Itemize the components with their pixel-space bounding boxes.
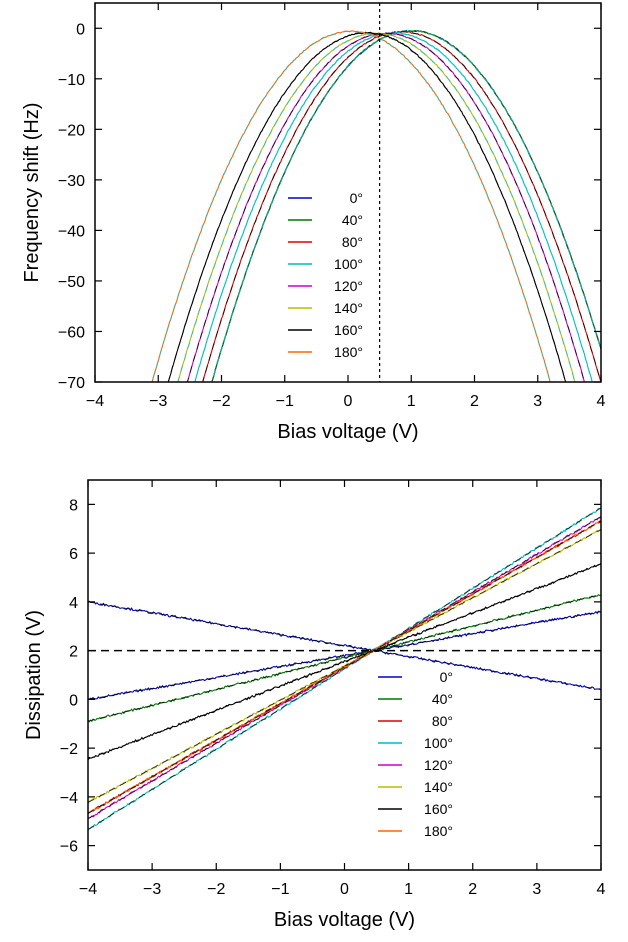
fit-line-dissipation-0-b [88, 611, 601, 700]
legend-label: 120° [334, 278, 363, 294]
y-tick-label: 8 [69, 497, 78, 514]
dissipation-y-ticks: 8 6 4 2 0 −2 −4 −6 [60, 497, 601, 856]
fit-line-frequency-5 [177, 32, 576, 382]
frequency-legend: 0° 40° 80° 100° 120° 140° 160° 180° [288, 190, 363, 360]
y-tick-label: 0 [76, 21, 85, 38]
fit-line-frequency-2 [202, 31, 601, 382]
legend-label: 120° [424, 757, 453, 773]
y-tick-label: −4 [60, 790, 78, 807]
y-tick-label: −20 [58, 122, 85, 139]
y-tick-label: 6 [69, 546, 78, 563]
x-tick-label: 3 [533, 393, 542, 410]
y-tick-label: −10 [58, 72, 85, 89]
series-line-frequency-1 [211, 29, 601, 382]
fit-line-dissipation-1 [88, 593, 601, 722]
x-tick-label: −3 [143, 881, 161, 898]
x-tick-label: −2 [207, 881, 225, 898]
legend-label: 80° [432, 713, 453, 729]
fit-line-dissipation-4 [88, 516, 601, 820]
fit-line-dissipation-3 [88, 507, 601, 830]
fit-line-dissipation-0 [88, 601, 601, 691]
x-tick-label: 0 [340, 881, 349, 898]
y-tick-label: −60 [58, 324, 85, 341]
y-tick-label: −2 [60, 741, 78, 758]
y-tick-label: −40 [58, 223, 85, 240]
legend-label: 140° [334, 300, 363, 316]
y-tick-label: −6 [60, 839, 78, 856]
frequency-x-ticks: −4 −3 −2 −1 0 1 2 3 4 [86, 3, 606, 410]
x-tick-label: 2 [468, 881, 477, 898]
legend-label: 80° [342, 234, 363, 250]
frequency-y-ticks: 0 −10 −20 −30 −40 −50 −60 −70 [58, 21, 601, 392]
fit-line-frequency-1 [211, 30, 601, 382]
legend-label: 40° [432, 691, 453, 707]
dissipation-y-axis-label: Dissipation (V) [23, 610, 45, 740]
x-tick-label: −4 [79, 881, 97, 898]
x-tick-label: 1 [407, 393, 416, 410]
x-tick-label: −1 [271, 881, 289, 898]
x-tick-label: 4 [597, 393, 606, 410]
legend-label: 160° [334, 322, 363, 338]
x-tick-label: −4 [86, 393, 104, 410]
frequency-series-group [151, 29, 601, 382]
legend-label: 180° [334, 344, 363, 360]
fit-line-frequency-0 [211, 30, 601, 382]
x-tick-label: 1 [404, 881, 413, 898]
series-line-frequency-2 [202, 30, 601, 382]
frequency-shift-chart: −4 −3 −2 −1 0 1 2 3 4 0−10−20−30−40−50−60−70 Bia… [21, 2, 606, 443]
legend-label: 100° [424, 735, 453, 751]
legend-label: 40° [342, 212, 363, 228]
legend-label: 100° [334, 256, 363, 272]
series-line-dissipation-6 [88, 562, 601, 761]
legend-label: 0° [440, 669, 453, 685]
dissipation-x-ticks: −4 −3 −2 −1 0 1 2 3 4 [79, 480, 606, 898]
legend-label: 0° [350, 190, 363, 206]
frequency-y-axis-label: Frequency shift (Hz) [21, 102, 43, 282]
fit-line-frequency-3 [194, 32, 593, 382]
fit-line-dissipation-6 [88, 563, 601, 760]
fit-line-frequency-4 [186, 32, 585, 382]
y-tick-label: 2 [69, 644, 78, 661]
dissipation-legend: 0° 40° 80° 100° 120° 140° 160° 180° [378, 669, 453, 839]
dissipation-plot-frame [87, 479, 602, 871]
fit-line-dissipation-7 [88, 520, 601, 814]
x-tick-label: 4 [597, 881, 606, 898]
frequency-x-axis-label: Bias voltage (V) [277, 421, 418, 443]
y-tick-label: 0 [69, 692, 78, 709]
x-tick-label: 0 [344, 393, 353, 410]
dissipation-chart: −4 −3 −2 −1 0 1 2 3 4 8 6 4 2 0 −2 −4 −6 Bias voltage (… [23, 479, 606, 931]
y-tick-label: −70 [58, 375, 85, 392]
fit-line-frequency-6 [167, 32, 567, 382]
series-line-frequency-0 [211, 29, 601, 382]
dissipation-x-axis-label: Bias voltage (V) [274, 909, 415, 931]
y-tick-label: −50 [58, 274, 85, 291]
series-line-frequency-5 [177, 32, 576, 382]
dissipation-series-group [88, 507, 601, 831]
x-tick-label: 2 [470, 393, 479, 410]
y-tick-label: −30 [58, 173, 85, 190]
fit-line-frequency-7 [151, 30, 551, 382]
y-tick-label: 4 [69, 595, 78, 612]
legend-label: 160° [424, 801, 453, 817]
x-tick-label: −2 [212, 393, 230, 410]
x-tick-label: −3 [149, 393, 167, 410]
legend-label: 180° [424, 823, 453, 839]
legend-label: 140° [424, 779, 453, 795]
x-tick-label: −1 [276, 393, 294, 410]
x-tick-label: 3 [532, 881, 541, 898]
